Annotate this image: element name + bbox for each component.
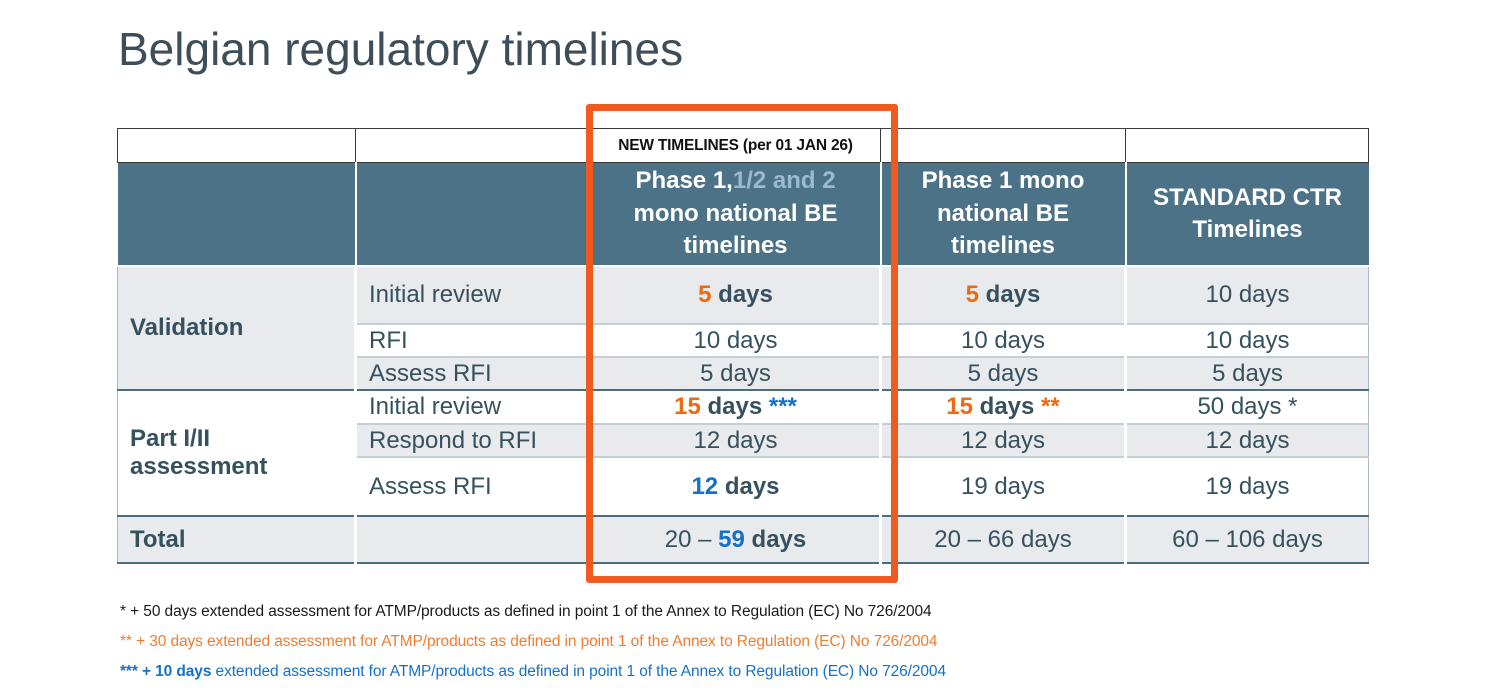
- text-segment: Phase 1,: [635, 167, 733, 195]
- text-segment: 12 days: [693, 426, 778, 454]
- column-header-2: Phase 1,1/2 and 2 mono national BE timel…: [589, 162, 881, 267]
- table-row: Validation Initial review 5 days 5 days 10 d…: [117, 266, 1369, 390]
- column-header-4: STANDARD CTR Timelines: [1124, 162, 1369, 267]
- text-segment: days: [718, 472, 780, 500]
- text-segment: 5 days: [700, 359, 771, 387]
- text-segment: 20 –: [664, 525, 719, 553]
- text-segment: 15: [674, 393, 701, 420]
- text-segment: days: [972, 393, 1042, 420]
- value-cell: 50 days *: [1124, 389, 1369, 424]
- value-cell: 5 days: [1124, 356, 1369, 390]
- timelines-table-container: NEW TIMELINES (per 01 JAN 26) Phase 1,1/2…: [117, 128, 1369, 564]
- row-sub-label: RFI: [354, 323, 591, 357]
- text-segment: 19 days: [960, 472, 1046, 500]
- annotation-empty-cell: [355, 128, 591, 163]
- text-segment: 12 days: [1205, 426, 1290, 454]
- value-cell: 10 days: [1124, 323, 1369, 357]
- value-cell: 15 days ***: [589, 389, 881, 424]
- row-sub-label: Initial review: [354, 389, 591, 424]
- text-segment: 59: [718, 525, 745, 553]
- text-segment: 20 – 66 days: [934, 525, 1072, 553]
- value-cell: 5 days: [589, 356, 881, 390]
- footnote: ** + 30 days extended assessment for ATM…: [120, 627, 946, 657]
- column-header-3: Phase 1 mono national BE timelines: [879, 162, 1126, 267]
- text-segment: STANDARD CTR Timelines: [1153, 183, 1342, 243]
- table-row: Respond to RFI 12 days 12 days 12 days: [118, 423, 1369, 457]
- value-cell: 12 days: [1124, 423, 1369, 457]
- table-row: Total 20 – 59 days 20 – 66 days 60 – 106 da…: [117, 515, 1369, 564]
- text-segment: 10 days: [960, 326, 1046, 354]
- row-sub-label: Assess RFI: [354, 456, 591, 516]
- row-sub-label: Respond to RFI: [354, 423, 591, 457]
- text-segment: ***: [768, 393, 797, 420]
- value-cell: 15 days **: [879, 389, 1126, 424]
- text-segment: days: [700, 393, 769, 420]
- value-cell: 20 – 66 days: [879, 515, 1126, 564]
- text-segment: 1/2 and 2: [732, 167, 836, 195]
- value-cell: 5 days: [589, 266, 881, 324]
- text-segment: 5 days: [1212, 359, 1283, 387]
- value-cell: 60 – 106 days: [1124, 515, 1369, 564]
- row-sub-label: Assess RFI: [354, 356, 591, 390]
- text-segment: days: [978, 281, 1041, 308]
- text-segment: 5: [698, 281, 712, 308]
- value-cell: 19 days: [1124, 456, 1369, 516]
- value-cell: 10 days: [879, 323, 1126, 357]
- text-segment: 5: [965, 281, 979, 308]
- table-row: Assess RFI 5 days 5 days 5 days: [118, 356, 1369, 390]
- text-segment: 60 – 106 days: [1172, 525, 1323, 553]
- text-segment: *** + 10 days: [120, 663, 212, 680]
- value-cell: 20 – 59 days: [589, 515, 881, 564]
- value-cell: 10 days: [589, 323, 881, 357]
- row-category-label: Validation: [117, 266, 356, 390]
- timelines-table: NEW TIMELINES (per 01 JAN 26) Phase 1,1/2…: [117, 128, 1369, 564]
- text-segment: days: [711, 281, 773, 308]
- text-segment: **: [1041, 393, 1060, 420]
- text-segment: 12: [691, 472, 719, 500]
- text-segment: 50 days *: [1197, 393, 1298, 420]
- value-cell: 5 days: [879, 266, 1126, 324]
- new-timelines-annotation: NEW TIMELINES (per 01 JAN 26): [590, 128, 881, 163]
- text-segment: days: [744, 525, 807, 553]
- row-category-label: Part I/II assessment: [117, 389, 356, 516]
- footnotes: * + 50 days extended assessment for ATMP…: [120, 597, 946, 687]
- text-segment: extended assessment for ATMP/products as…: [211, 663, 947, 680]
- text-segment: 19 days: [1205, 472, 1290, 500]
- table-row: RFI 10 days 10 days 10 days: [118, 323, 1369, 357]
- text-segment: * + 50 days extended assessment for ATMP…: [120, 603, 932, 620]
- footnote: *** + 10 days extended assessment for AT…: [120, 657, 946, 687]
- column-header-0: [117, 162, 356, 267]
- annotation-empty-cell: [880, 128, 1126, 163]
- table-row: Part I/II assessment Initial review 15 day…: [117, 389, 1369, 516]
- value-cell: 10 days: [1124, 266, 1369, 324]
- footnote: * + 50 days extended assessment for ATMP…: [120, 597, 946, 627]
- value-cell: 12 days: [589, 456, 881, 516]
- page-title: Belgian regulatory timelines: [118, 23, 684, 75]
- header-row: Phase 1,1/2 and 2 mono national BE timel…: [117, 162, 1369, 267]
- row-sub-label: Initial review: [354, 266, 591, 324]
- annotation-row: NEW TIMELINES (per 01 JAN 26): [117, 128, 1369, 163]
- row-sub-label: [354, 515, 591, 564]
- text-segment: 15: [946, 393, 973, 420]
- text-segment: 10 days: [693, 326, 778, 354]
- text-segment: 10 days: [1205, 281, 1290, 308]
- value-cell: 12 days: [879, 423, 1126, 457]
- table-row: Assess RFI 12 days 19 days 19 days: [118, 456, 1369, 516]
- text-segment: 5 days: [967, 359, 1039, 387]
- text-segment: 10 days: [1205, 326, 1290, 354]
- text-segment: Phase 1 mono national BE timelines: [921, 167, 1085, 260]
- value-cell: 19 days: [879, 456, 1126, 516]
- column-header-1: [354, 162, 591, 267]
- annotation-empty-cell: [1125, 128, 1369, 163]
- annotation-empty-cell: [117, 128, 356, 163]
- row-category-label: Total: [117, 515, 356, 564]
- value-cell: 5 days: [879, 356, 1126, 390]
- text-segment: mono national BE timelines: [633, 199, 838, 260]
- value-cell: 12 days: [589, 423, 881, 457]
- text-segment: ** + 30 days extended assessment for ATM…: [120, 633, 938, 650]
- text-segment: 12 days: [960, 426, 1046, 454]
